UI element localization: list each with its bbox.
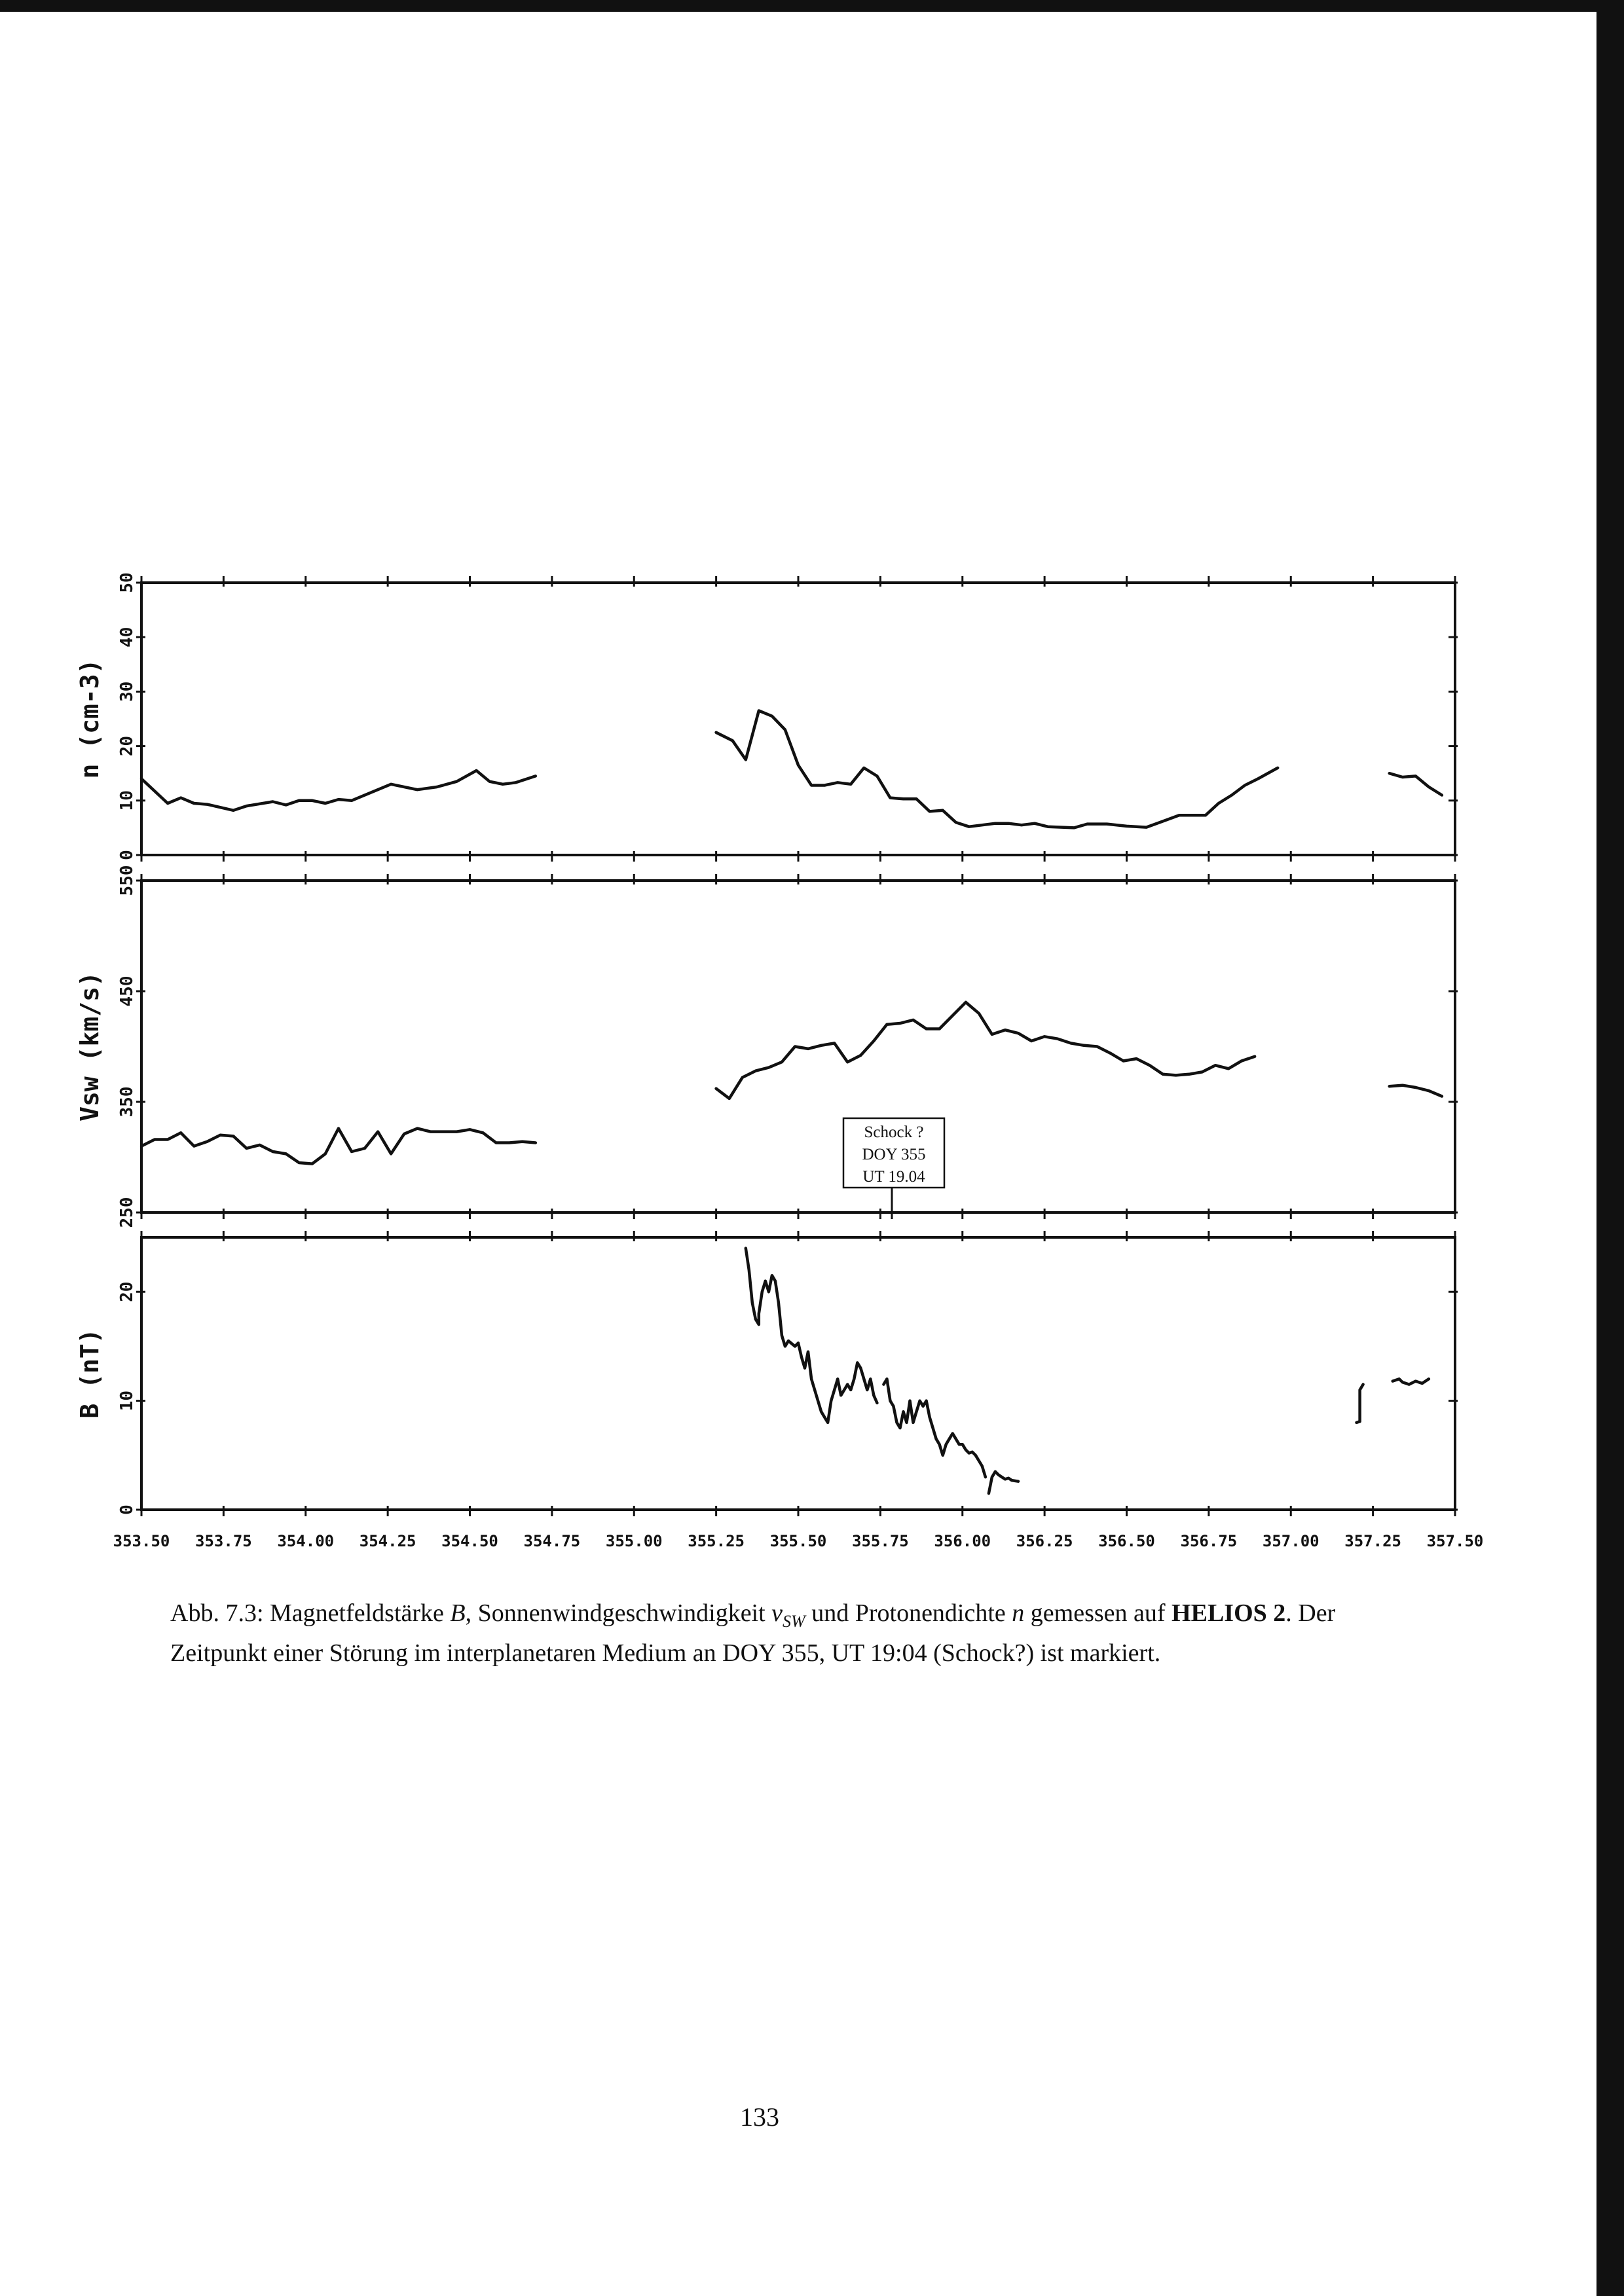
velocity-series-segment-0 (139, 1127, 538, 1165)
panel-magnetic-field: 0 10 20 B (nT) (75, 1231, 1458, 1516)
caption-text-2: , Sonnenwindgeschwindigkeit (465, 1599, 766, 1627)
x-tick-label: 353.50 (113, 1532, 170, 1550)
velocity-y-tick-label: 450 (117, 976, 137, 1007)
panel-density: 0 10 20 30 40 50 n (cm-3) (75, 572, 1458, 862)
velocity-y-tick-label: 250 (117, 1197, 137, 1228)
velocity-series-segment-1 (714, 1000, 1257, 1101)
caption-label: Abb. 7.3: (170, 1599, 264, 1627)
density-y-tick-label: 40 (117, 627, 137, 647)
annotation-line-3: UT 19.04 (862, 1168, 925, 1186)
magnetic-field-series-segment-3 (1355, 1383, 1365, 1425)
caption-symbol-v-sub: SW (783, 1611, 805, 1631)
density-y-tick-label: 50 (117, 572, 137, 592)
x-axis-tick-labels: 353.50 353.75 354.00 354.25 354.50 354.75 355.… (113, 1532, 1484, 1550)
x-tick-label: 357.50 (1427, 1532, 1484, 1550)
density-series-segment-1 (714, 709, 1280, 829)
panel-velocity: 250 350 450 550 Vsw (km/s) (75, 866, 1458, 1228)
caption-symbol-b: B (450, 1599, 466, 1627)
velocity-y-tick-label: 350 (117, 1087, 137, 1118)
x-tick-label: 355.75 (852, 1532, 909, 1550)
x-tick-label: 353.75 (195, 1532, 252, 1550)
velocity-y-axis-label: Vsw (km/s) (75, 972, 104, 1121)
shock-annotation: Schock ? DOY 355 UT 19.04 (842, 1117, 946, 1219)
magnetic-field-y-axis-label: B (nT) (75, 1328, 104, 1418)
density-y-tick-label: 30 (117, 682, 137, 702)
caption-text-5: . Der Zeitpunkt einer Störung im interpl… (170, 1599, 1336, 1667)
magnetic-field-series-segment-2 (987, 1470, 1020, 1495)
x-tick-label: 354.50 (441, 1532, 498, 1550)
magnetic-field-series-segment-1 (882, 1377, 987, 1479)
magnetic-field-y-tick-label: 0 (117, 1504, 137, 1515)
magnetic-field-y-tick-label: 20 (117, 1282, 137, 1302)
page-number: 133 (740, 2102, 779, 2132)
x-tick-label: 356.25 (1016, 1532, 1073, 1550)
annotation-line-2: DOY 355 (862, 1146, 926, 1163)
density-series-segment-0 (139, 769, 538, 812)
caption-text-4: gemessen auf (1030, 1599, 1166, 1627)
annotation-line-1: Schock ? (864, 1123, 924, 1141)
density-y-tick-label: 0 (117, 850, 137, 860)
density-y-tick-label: 20 (117, 736, 137, 756)
density-frame (140, 581, 1456, 856)
x-tick-label: 354.25 (360, 1532, 416, 1550)
x-tick-label: 356.00 (934, 1532, 991, 1550)
x-tick-label: 354.75 (524, 1532, 581, 1550)
caption-symbol-n: n (1012, 1599, 1025, 1627)
magnetic-field-y-tick-label: 10 (117, 1391, 137, 1411)
density-y-tick-label: 10 (117, 790, 137, 811)
density-series-segment-2 (1388, 771, 1444, 797)
caption-text-3: und Protonendichte (811, 1599, 1006, 1627)
x-tick-label: 357.00 (1263, 1532, 1320, 1550)
x-tick-label: 356.75 (1181, 1532, 1238, 1550)
annotation-box (842, 1117, 946, 1189)
x-tick-label: 355.50 (770, 1532, 827, 1550)
x-tick-label: 356.50 (1098, 1532, 1155, 1550)
magnetic-field-series-segment-0 (744, 1247, 879, 1425)
x-tick-label: 357.25 (1344, 1532, 1401, 1550)
density-y-axis-label: n (cm-3) (75, 659, 104, 778)
magnetic-field-frame (140, 1236, 1456, 1511)
x-tick-label: 355.00 (606, 1532, 663, 1550)
velocity-y-tick-label: 550 (117, 866, 137, 896)
x-tick-label: 354.00 (277, 1532, 334, 1550)
caption-text-1: Magnetfeldstärke (270, 1599, 444, 1627)
caption-mission: HELIOS 2 (1172, 1599, 1286, 1627)
magnetic-field-series-segment-4 (1391, 1377, 1431, 1386)
velocity-series-segment-2 (1388, 1084, 1444, 1098)
figure-caption: Abb. 7.3: Magnetfeldstärke B, Sonnenwind… (170, 1597, 1369, 1669)
caption-symbol-v: v (771, 1599, 783, 1627)
x-tick-label: 355.25 (688, 1532, 745, 1550)
